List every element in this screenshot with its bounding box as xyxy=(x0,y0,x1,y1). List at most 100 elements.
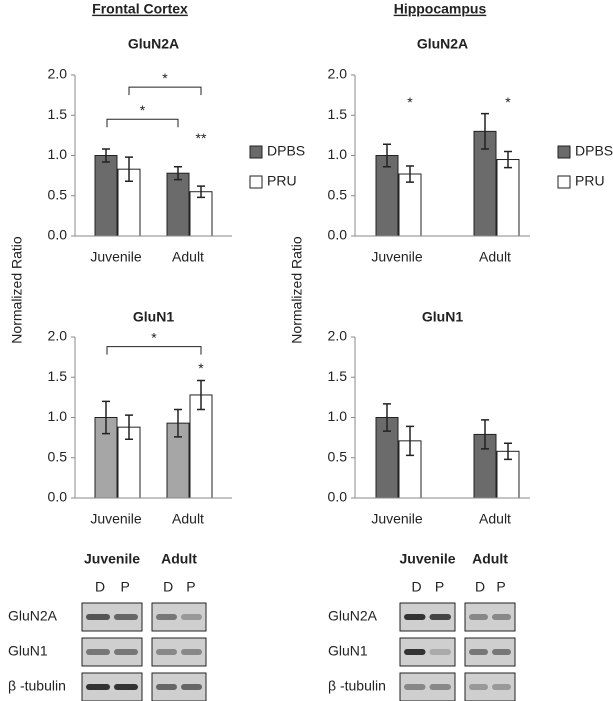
blot-band xyxy=(181,684,202,690)
blot-band xyxy=(114,684,138,690)
y-tick-label: 1.0 xyxy=(328,408,348,424)
y-tick-label: 0.5 xyxy=(48,186,68,202)
error-bar xyxy=(174,408,182,438)
error-bar xyxy=(125,156,133,183)
blot-lane-label: D xyxy=(95,579,105,595)
x-tick-label: Adult xyxy=(479,249,511,265)
y-tick-label: 2.0 xyxy=(48,328,68,344)
blot-group-label: Adult xyxy=(472,551,508,567)
y-tick-label: 0.0 xyxy=(48,489,68,505)
legend-swatch xyxy=(557,175,571,189)
y-axis-label: Normalized Ratio xyxy=(9,236,25,344)
error-bar xyxy=(125,414,133,440)
significance-mark: ** xyxy=(196,130,207,146)
y-tick-label: 2.0 xyxy=(48,66,68,82)
blot-band xyxy=(181,614,202,620)
y-tick-label: 1.5 xyxy=(48,368,68,384)
legend-label: PRU xyxy=(575,173,605,189)
legend-label: DPBS xyxy=(267,143,305,159)
blot-band xyxy=(86,614,110,620)
chart-title: GluN2A xyxy=(417,36,468,52)
blot-band xyxy=(469,684,488,690)
x-tick-label: Juvenile xyxy=(90,249,142,265)
blot-band xyxy=(492,649,511,655)
blot-row-label: GluN2A xyxy=(8,608,58,624)
blot-group-label: Juvenile xyxy=(84,551,140,567)
legend-swatch xyxy=(557,145,571,159)
blot-band xyxy=(492,684,511,690)
blot-lane-label: D xyxy=(163,579,173,595)
error-bar xyxy=(102,400,110,435)
error-bar xyxy=(197,379,205,411)
blot-row-label: GluN1 xyxy=(328,643,368,659)
x-tick-label: Juvenile xyxy=(371,511,423,527)
blot-lane-label: D xyxy=(475,579,485,595)
blot-band xyxy=(156,684,177,690)
blot-lane-label: P xyxy=(496,579,505,595)
chart-title: GluN2A xyxy=(128,36,179,52)
blot-band xyxy=(114,614,138,620)
column-header: Frontal Cortex xyxy=(92,1,188,17)
blot-band xyxy=(404,649,426,655)
x-tick-label: Adult xyxy=(479,511,511,527)
blot-group-label: Adult xyxy=(161,551,197,567)
blot-lane-label: P xyxy=(435,579,444,595)
bar xyxy=(189,191,213,237)
x-tick-label: Juvenile xyxy=(90,511,142,527)
y-tick-label: 1.0 xyxy=(48,146,68,162)
significance-mark: * xyxy=(407,94,413,110)
error-bar xyxy=(504,442,512,461)
blot-band xyxy=(404,684,426,690)
blot-band xyxy=(404,614,426,620)
y-tick-label: 0.5 xyxy=(328,448,348,464)
y-tick-label: 0.5 xyxy=(328,186,348,202)
blot-lane-label: D xyxy=(411,579,421,595)
blot-row-label: β -tubulin xyxy=(8,678,66,694)
y-tick-label: 2.0 xyxy=(328,328,348,344)
y-tick-label: 0.0 xyxy=(328,227,348,243)
blot-row-label: β -tubulin xyxy=(328,678,386,694)
legend-swatch xyxy=(249,145,263,159)
y-tick-label: 2.0 xyxy=(328,66,348,82)
bar xyxy=(166,172,190,237)
error-bar xyxy=(504,150,512,169)
blot-band xyxy=(114,649,138,655)
significance-mark: * xyxy=(151,329,157,345)
significance-mark: * xyxy=(140,102,146,118)
x-tick-label: Adult xyxy=(172,511,204,527)
blot-band xyxy=(429,684,451,690)
y-tick-label: 1.0 xyxy=(48,408,68,424)
blot-band xyxy=(156,614,177,620)
blot-band xyxy=(429,614,451,620)
error-bar xyxy=(481,419,489,450)
blot-band xyxy=(429,649,451,655)
error-bar xyxy=(481,112,489,150)
y-tick-label: 1.0 xyxy=(328,146,348,162)
chart-title: GluN1 xyxy=(422,309,463,325)
blot-band xyxy=(469,649,488,655)
blot-band xyxy=(156,649,177,655)
bar xyxy=(398,173,422,237)
column-header: Hippocampus xyxy=(394,1,487,17)
error-bar xyxy=(174,166,182,181)
blot-band xyxy=(469,614,488,620)
significance-bracket xyxy=(106,346,202,355)
blot-band xyxy=(181,649,202,655)
x-tick-label: Adult xyxy=(172,249,204,265)
y-tick-label: 1.5 xyxy=(328,368,348,384)
legend-label: PRU xyxy=(267,173,297,189)
significance-bracket xyxy=(106,118,179,128)
x-tick-label: Juvenile xyxy=(371,249,423,265)
legend-swatch xyxy=(249,175,263,189)
significance-mark: * xyxy=(162,70,168,86)
legend-label: DPBS xyxy=(575,143,613,159)
blot-lane-label: P xyxy=(186,579,195,595)
error-bar xyxy=(383,143,391,168)
blot-band xyxy=(86,649,110,655)
y-tick-label: 0.0 xyxy=(48,227,68,243)
error-bar xyxy=(406,425,414,457)
y-tick-label: 1.5 xyxy=(48,106,68,122)
error-bar xyxy=(102,148,110,163)
bar xyxy=(189,394,213,499)
